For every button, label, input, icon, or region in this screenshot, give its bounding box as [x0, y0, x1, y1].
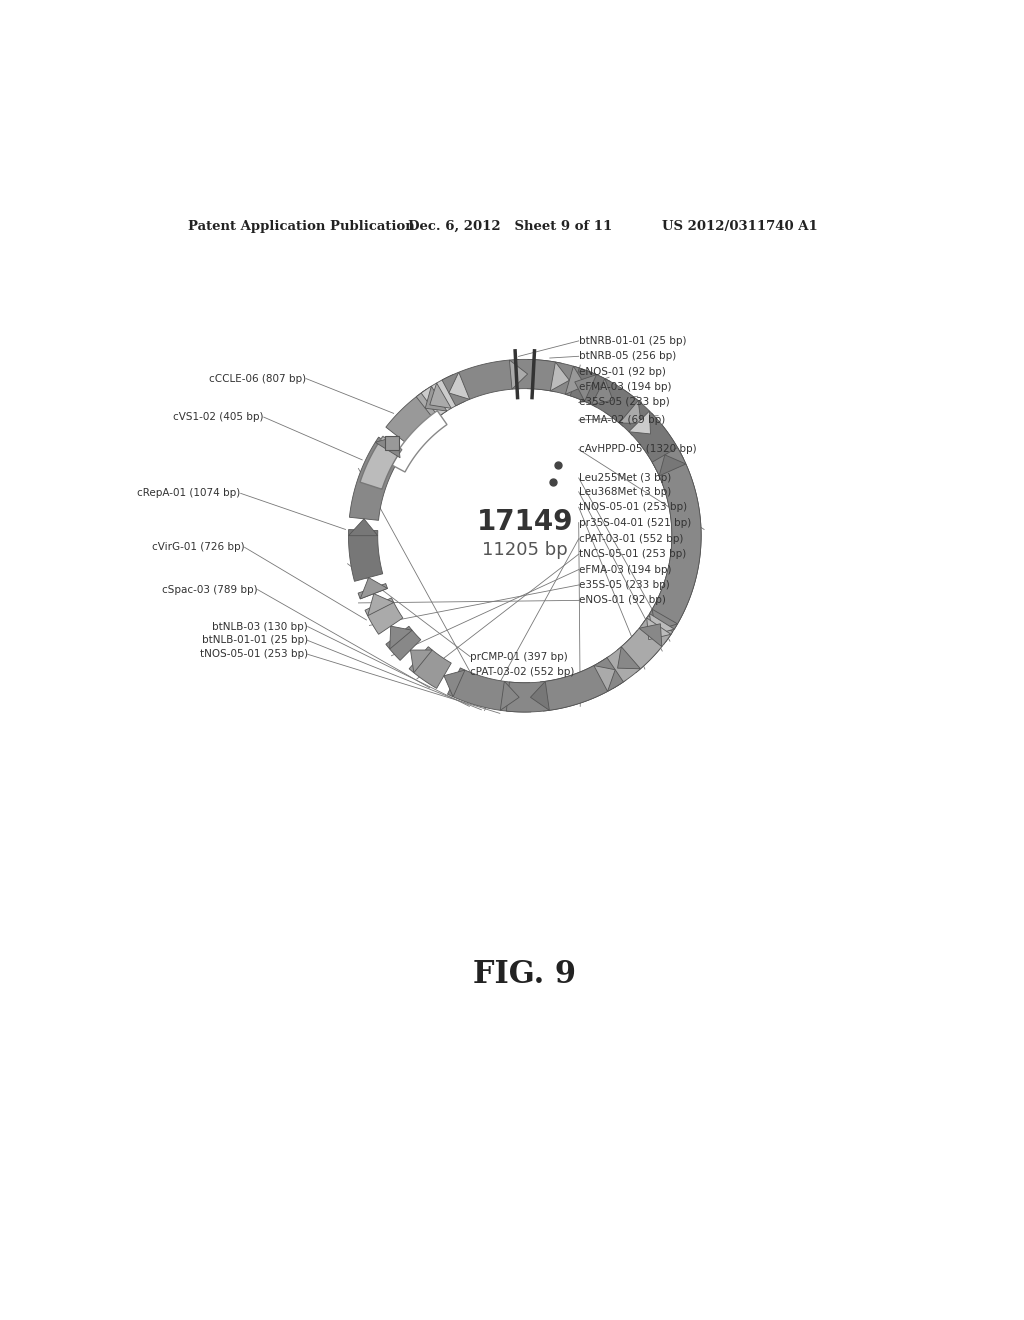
- Polygon shape: [605, 388, 643, 426]
- Polygon shape: [644, 618, 671, 639]
- Text: cVirG-01 (726 bp): cVirG-01 (726 bp): [152, 543, 245, 552]
- Polygon shape: [447, 668, 531, 711]
- Polygon shape: [639, 425, 701, 630]
- Text: Leu368Met (3 bp): Leu368Met (3 bp): [579, 487, 671, 496]
- Polygon shape: [360, 437, 401, 490]
- Text: cCCLE-06 (807 bp): cCCLE-06 (807 bp): [209, 374, 306, 384]
- Text: btNRB-05 (256 bp): btNRB-05 (256 bp): [579, 351, 676, 362]
- Text: US 2012/0311740 A1: US 2012/0311740 A1: [662, 219, 817, 232]
- Text: btNLB-01-01 (25 bp): btNLB-01-01 (25 bp): [202, 635, 307, 645]
- Text: eNOS-01 (92 bp): eNOS-01 (92 bp): [579, 595, 666, 606]
- Polygon shape: [348, 519, 378, 536]
- Polygon shape: [442, 359, 591, 405]
- Text: tNCS-05-01 (253 bp): tNCS-05-01 (253 bp): [579, 549, 686, 560]
- Text: cPAT-03-01 (552 bp): cPAT-03-01 (552 bp): [579, 533, 683, 544]
- Text: FIG. 9: FIG. 9: [473, 960, 577, 990]
- Text: 17149: 17149: [476, 508, 573, 536]
- Polygon shape: [652, 610, 678, 631]
- Polygon shape: [430, 383, 452, 408]
- Text: btNRB-01-01 (25 bp): btNRB-01-01 (25 bp): [579, 335, 686, 346]
- Polygon shape: [649, 614, 675, 635]
- Polygon shape: [410, 647, 452, 689]
- Polygon shape: [425, 387, 446, 411]
- Polygon shape: [617, 630, 659, 673]
- Polygon shape: [617, 647, 640, 669]
- Text: e35S-05 (233 bp): e35S-05 (233 bp): [579, 397, 670, 408]
- Polygon shape: [594, 665, 615, 692]
- Polygon shape: [647, 618, 671, 640]
- Polygon shape: [629, 411, 650, 434]
- Polygon shape: [527, 359, 561, 392]
- Polygon shape: [375, 436, 400, 458]
- Polygon shape: [515, 359, 519, 389]
- Polygon shape: [509, 360, 527, 389]
- Polygon shape: [390, 411, 447, 473]
- Polygon shape: [565, 366, 580, 396]
- Polygon shape: [641, 622, 668, 644]
- Bar: [385, 436, 399, 450]
- Text: cVS1-02 (405 bp): cVS1-02 (405 bp): [173, 412, 264, 422]
- Polygon shape: [574, 375, 597, 401]
- Text: cRepA-01 (1074 bp): cRepA-01 (1074 bp): [137, 488, 241, 499]
- Polygon shape: [659, 455, 686, 477]
- Polygon shape: [444, 671, 465, 697]
- Text: 11205 bp: 11205 bp: [482, 541, 567, 558]
- Polygon shape: [550, 362, 569, 391]
- Polygon shape: [580, 372, 610, 407]
- Text: prCMP-01 (397 bp): prCMP-01 (397 bp): [470, 652, 568, 661]
- Polygon shape: [592, 379, 613, 405]
- Polygon shape: [348, 529, 383, 581]
- Polygon shape: [386, 389, 442, 445]
- Text: eTMA-02 (69 bp): eTMA-02 (69 bp): [579, 416, 665, 425]
- Text: eFMA-03 (194 bp): eFMA-03 (194 bp): [579, 381, 671, 392]
- Polygon shape: [411, 649, 432, 673]
- Text: cAvHPPD-05 (1320 bp): cAvHPPD-05 (1320 bp): [579, 445, 696, 454]
- Polygon shape: [349, 437, 402, 520]
- Polygon shape: [565, 366, 586, 395]
- Text: Leu255Met (3 bp): Leu255Met (3 bp): [579, 473, 671, 483]
- Text: eFMA-03 (194 bp): eFMA-03 (194 bp): [579, 565, 671, 574]
- Polygon shape: [507, 657, 624, 711]
- Polygon shape: [365, 598, 402, 635]
- Polygon shape: [570, 368, 683, 471]
- Polygon shape: [501, 681, 519, 710]
- Polygon shape: [631, 413, 653, 436]
- Polygon shape: [639, 624, 662, 647]
- Text: Patent Application Publication: Patent Application Publication: [188, 219, 415, 232]
- Polygon shape: [421, 375, 465, 417]
- Text: tNOS-05-01 (253 bp): tNOS-05-01 (253 bp): [200, 649, 307, 659]
- Text: tNOS-05-01 (253 bp): tNOS-05-01 (253 bp): [579, 502, 687, 512]
- Text: cPAT-03-02 (552 bp): cPAT-03-02 (552 bp): [470, 667, 574, 677]
- Polygon shape: [390, 626, 412, 649]
- Text: e35S-05 (233 bp): e35S-05 (233 bp): [579, 579, 670, 590]
- Polygon shape: [530, 681, 549, 710]
- Polygon shape: [449, 372, 470, 400]
- Polygon shape: [541, 656, 626, 711]
- Text: eNOS-01 (92 bp): eNOS-01 (92 bp): [579, 367, 666, 376]
- Text: cSpac-03 (789 bp): cSpac-03 (789 bp): [162, 585, 258, 594]
- Polygon shape: [416, 387, 446, 420]
- Polygon shape: [368, 594, 394, 615]
- Polygon shape: [386, 626, 421, 660]
- Text: btNLB-03 (130 bp): btNLB-03 (130 bp): [212, 622, 307, 631]
- Polygon shape: [360, 578, 387, 599]
- Text: Dec. 6, 2012   Sheet 9 of 11: Dec. 6, 2012 Sheet 9 of 11: [408, 219, 612, 232]
- Text: pr35S-04-01 (521 bp): pr35S-04-01 (521 bp): [579, 517, 691, 528]
- Polygon shape: [642, 447, 701, 642]
- Polygon shape: [358, 583, 387, 599]
- Polygon shape: [620, 401, 641, 424]
- Polygon shape: [598, 616, 673, 689]
